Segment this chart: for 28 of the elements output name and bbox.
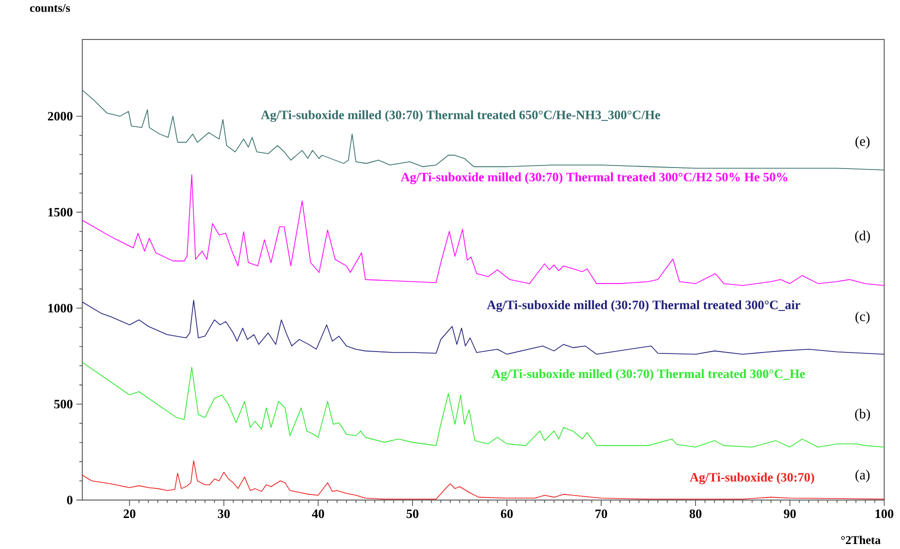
text: Ag/Ti-suboxide milled (30:70) Thermal treated 300°C_air [486, 300, 800, 312]
x-tick-label: 20 [124, 509, 136, 518]
annotation: (d) [855, 230, 870, 243]
y-axis-title: counts/s [30, 4, 70, 12]
series-label: Ag/Ti-suboxide (30:70) [690, 472, 814, 484]
annotation: (b) [855, 408, 870, 422]
x-tick-label: 70 [596, 509, 608, 518]
x-tick-label: 90 [784, 509, 796, 518]
text: Ag/Ti-suboxide milled (30:70) Thermal treated 300°C_He [492, 368, 805, 381]
line-series [82, 174, 885, 286]
y-tick-label: 500 [54, 400, 72, 408]
x-tick-label: 50 [406, 509, 418, 518]
annotation: (e) [855, 136, 870, 149]
x-tick-label: 30 [218, 509, 230, 518]
line-series [82, 300, 885, 354]
x-tick-label: 40 [312, 509, 324, 518]
y-tick-label: 0 [67, 496, 72, 504]
text: Ag/Ti-suboxide milled (30:70) Thermal treated 300°C/H2 50% He 50% [400, 172, 788, 184]
annotation: (c) [855, 311, 870, 324]
y-tick-label: 1500 [48, 208, 72, 216]
x-tick-label: 60 [500, 509, 513, 518]
x-tick-label: 100 [876, 509, 894, 518]
annotation: (a) [855, 470, 870, 482]
x-axis-title: °2Theta [841, 536, 881, 544]
series-label: Ag/Ti-suboxide milled (30:70) Thermal treated 650°C/He-NH3_300°C/He [260, 110, 660, 122]
y-tick-label: 2000 [48, 112, 72, 120]
y-tick-label: 1000 [48, 304, 72, 312]
x-tick-label: 80 [690, 509, 702, 518]
